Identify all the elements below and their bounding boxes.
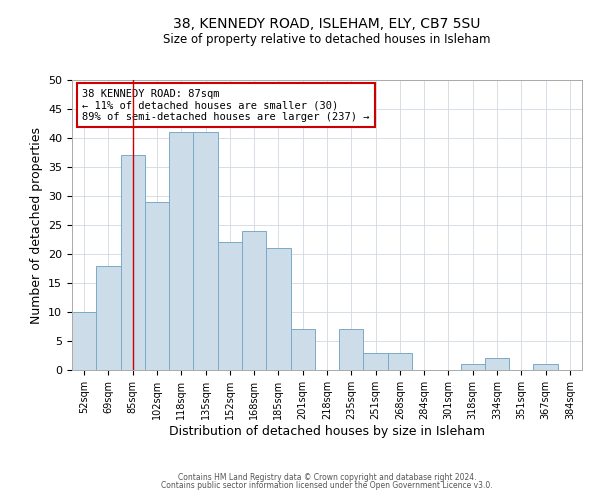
Text: 38, KENNEDY ROAD, ISLEHAM, ELY, CB7 5SU: 38, KENNEDY ROAD, ISLEHAM, ELY, CB7 5SU [173, 18, 481, 32]
Bar [461, 364, 485, 370]
Bar [121, 156, 145, 370]
Bar [242, 231, 266, 370]
Bar [169, 132, 193, 370]
Bar [193, 132, 218, 370]
Bar [533, 364, 558, 370]
Text: Contains HM Land Registry data © Crown copyright and database right 2024.: Contains HM Land Registry data © Crown c… [178, 472, 476, 482]
X-axis label: Distribution of detached houses by size in Isleham: Distribution of detached houses by size … [169, 424, 485, 438]
Bar [388, 352, 412, 370]
Bar [266, 248, 290, 370]
Bar [339, 330, 364, 370]
Bar [218, 242, 242, 370]
Bar [72, 312, 96, 370]
Bar [290, 330, 315, 370]
Text: Contains public sector information licensed under the Open Government Licence v3: Contains public sector information licen… [161, 481, 493, 490]
Bar [364, 352, 388, 370]
Y-axis label: Number of detached properties: Number of detached properties [29, 126, 43, 324]
Bar [96, 266, 121, 370]
Text: 38 KENNEDY ROAD: 87sqm
← 11% of detached houses are smaller (30)
89% of semi-det: 38 KENNEDY ROAD: 87sqm ← 11% of detached… [82, 88, 370, 122]
Text: Size of property relative to detached houses in Isleham: Size of property relative to detached ho… [163, 32, 491, 46]
Bar [485, 358, 509, 370]
Bar [145, 202, 169, 370]
